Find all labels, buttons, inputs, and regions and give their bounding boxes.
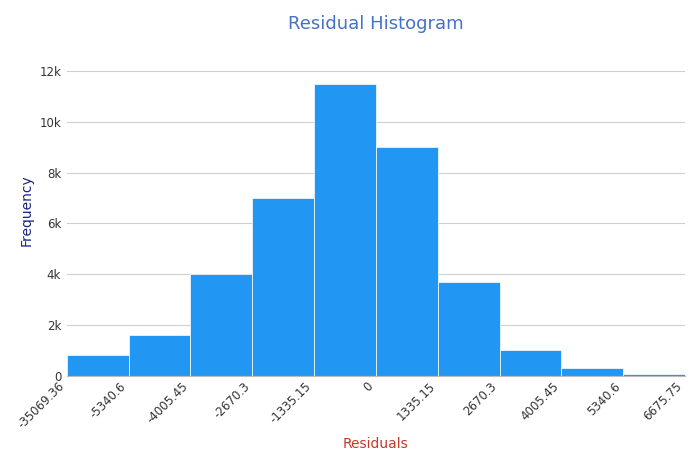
Bar	[438, 281, 500, 376]
Title: Residual Histogram: Residual Histogram	[288, 15, 463, 33]
Bar	[252, 198, 314, 376]
Bar	[129, 335, 190, 376]
Bar	[376, 147, 438, 376]
X-axis label: Residuals: Residuals	[343, 437, 409, 451]
Bar	[314, 84, 376, 376]
Bar	[66, 355, 129, 376]
Y-axis label: Frequency: Frequency	[20, 175, 34, 247]
Bar	[190, 274, 252, 376]
Bar	[561, 368, 623, 376]
Bar	[623, 374, 685, 376]
Bar	[500, 350, 561, 376]
